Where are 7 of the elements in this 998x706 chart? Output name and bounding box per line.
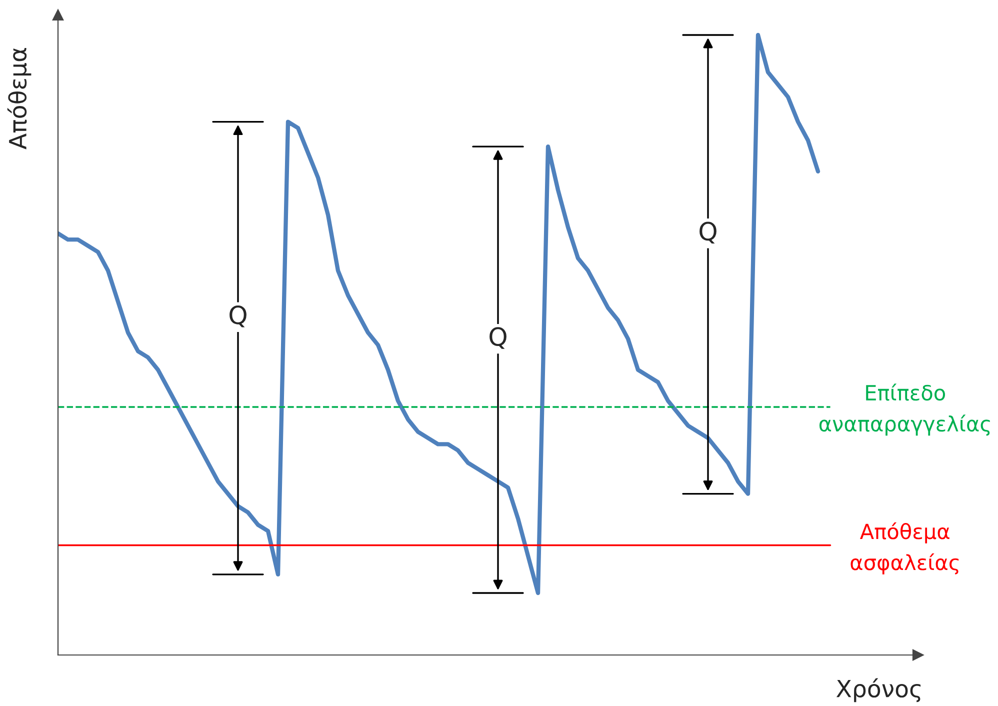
y-axis-title: Απόθεμα	[7, 48, 32, 150]
ref-line-label: Επίπεδο αναπαραγγελίας	[819, 384, 990, 436]
annotation: Q	[230, 305, 246, 328]
ref-line-label: Απόθεμα ασφαλείας	[850, 522, 959, 574]
x-axis-title: Χρόνος	[836, 678, 921, 702]
annotation: Q	[490, 327, 506, 349]
annotation: Q	[700, 222, 716, 244]
